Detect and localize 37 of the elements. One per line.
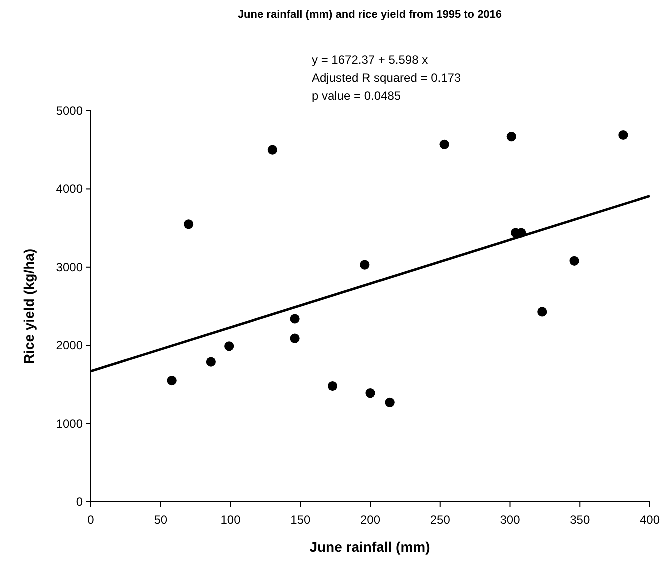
x-axis-title: June rainfall (mm)	[310, 539, 430, 555]
x-tick-label: 350	[570, 513, 590, 527]
text: p value = 0.0485	[312, 89, 402, 103]
y-tick-label: 5000	[56, 104, 84, 118]
x-tick-label: 400	[640, 513, 660, 527]
point	[224, 342, 234, 352]
text: Adjusted R squared = 0.173	[312, 71, 462, 85]
text: y = 1672.37 + 5.598 x	[312, 53, 428, 67]
point	[385, 398, 395, 408]
y-axis-title: Rice yield (kg/ha)	[21, 248, 37, 364]
y-tick-label: 3000	[56, 260, 84, 274]
point	[167, 376, 177, 386]
point	[440, 140, 450, 150]
y-tick-label: 0	[76, 495, 84, 509]
point	[328, 381, 338, 392]
point	[268, 145, 278, 155]
point	[570, 256, 580, 266]
x-tick-label: 250	[430, 513, 451, 527]
point	[184, 220, 194, 230]
x-tick-label: 200	[360, 513, 381, 527]
x-tick-label: 300	[500, 513, 521, 527]
point	[290, 334, 300, 344]
point	[290, 314, 300, 324]
x-tick-label: 50	[154, 513, 168, 527]
x-tick-label: 150	[290, 513, 311, 527]
point	[506, 132, 516, 142]
y-tick-label: 2000	[56, 338, 84, 353]
y-tick-label: 4000	[56, 182, 84, 196]
y-tick-label: 1000	[56, 416, 84, 431]
point	[538, 307, 548, 317]
point	[618, 130, 628, 140]
point	[206, 357, 216, 367]
chart-title: June rainfall (mm) and rice yield from 1995 to 2016	[238, 9, 502, 21]
point	[366, 388, 376, 398]
point	[360, 260, 370, 270]
x-tick-label: 100	[220, 513, 242, 527]
x-tick-label: 0	[88, 513, 95, 527]
